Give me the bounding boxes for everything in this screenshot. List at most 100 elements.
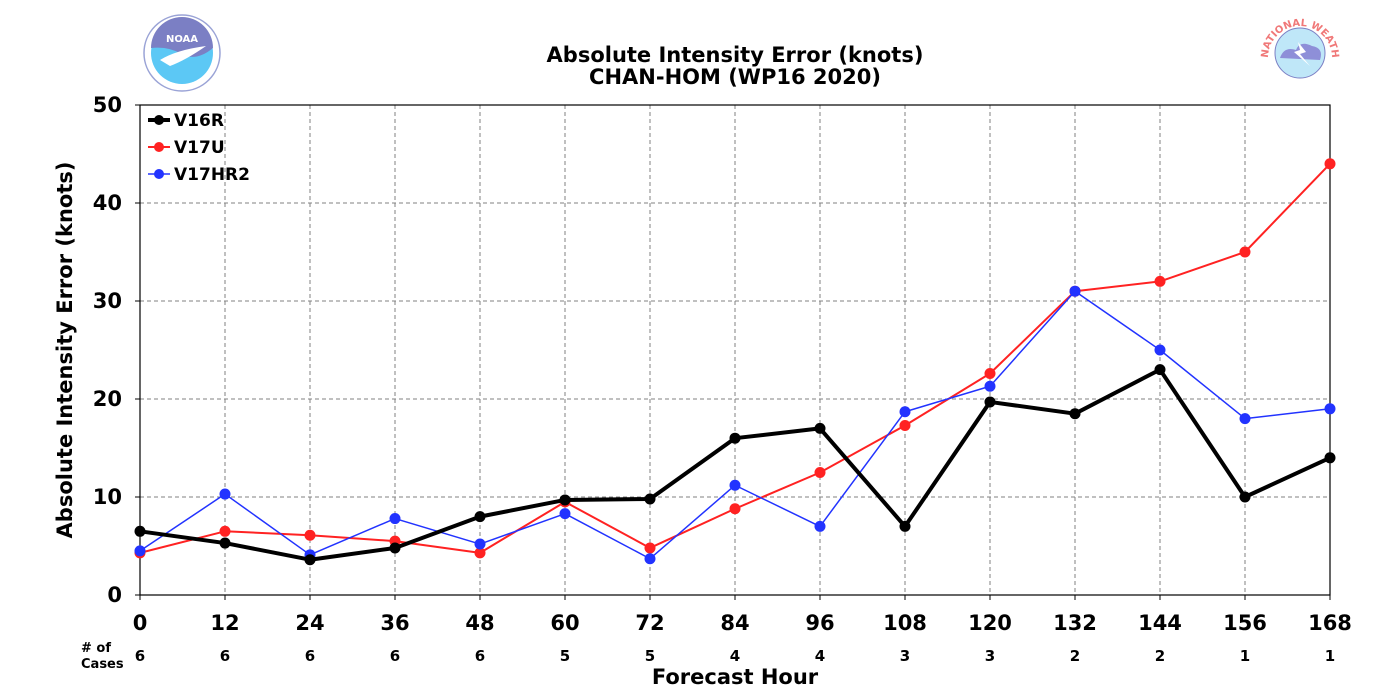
data-point xyxy=(984,380,996,392)
legend-label: V17U xyxy=(174,138,225,158)
data-point xyxy=(304,529,316,541)
case-count: 6 xyxy=(305,647,315,665)
grid xyxy=(140,105,1330,595)
x-tick-label: 84 xyxy=(720,611,749,635)
data-point xyxy=(899,419,911,431)
x-tick-label: 60 xyxy=(550,611,579,635)
data-point xyxy=(304,554,316,566)
x-tick-label: 144 xyxy=(1138,611,1182,635)
data-point xyxy=(559,494,571,506)
data-point xyxy=(729,503,741,515)
case-count: 5 xyxy=(560,647,570,665)
data-point xyxy=(1239,246,1251,258)
data-point xyxy=(1069,285,1081,297)
x-tick-label: 96 xyxy=(805,611,834,635)
x-tick-label: 24 xyxy=(295,611,324,635)
legend-item-v17hr2: V17HR2 xyxy=(148,165,250,185)
data-point xyxy=(1154,275,1166,287)
data-point xyxy=(474,538,486,550)
case-count: 5 xyxy=(645,647,655,665)
legend-marker xyxy=(154,169,164,179)
data-point xyxy=(1324,158,1336,170)
data-point xyxy=(814,467,826,478)
y-tick-label: 20 xyxy=(93,387,122,411)
data-point xyxy=(389,513,401,525)
data-point xyxy=(814,520,826,532)
data-point xyxy=(219,537,231,549)
y-axis: 0 10 20 30 40 50 xyxy=(93,93,140,607)
x-tick-label: 120 xyxy=(968,611,1012,635)
legend-label: V16R xyxy=(174,111,224,131)
data-point xyxy=(474,547,486,559)
data-point xyxy=(389,542,401,554)
data-point xyxy=(729,432,741,444)
x-tick-label: 0 xyxy=(133,611,148,635)
y-tick-label: 50 xyxy=(93,93,122,117)
case-count: 6 xyxy=(135,647,145,665)
series-layer xyxy=(134,158,1336,566)
y-axis-label: Absolute Intensity Error (knots) xyxy=(53,162,77,539)
data-point xyxy=(219,525,231,537)
y-tick-label: 30 xyxy=(93,289,122,313)
case-count: 6 xyxy=(220,647,230,665)
data-point xyxy=(1069,408,1081,420)
data-point xyxy=(134,525,146,537)
noaa-logo: NOAA xyxy=(143,14,221,92)
legend-marker xyxy=(154,115,164,125)
chart-title: Absolute Intensity Error (knots) xyxy=(547,43,924,67)
x-tick-label: 156 xyxy=(1223,611,1267,635)
data-point xyxy=(644,542,656,554)
case-count: 6 xyxy=(475,647,485,665)
data-point xyxy=(1239,413,1251,425)
data-point xyxy=(474,511,486,523)
case-count: 4 xyxy=(815,647,825,665)
data-point xyxy=(644,553,656,565)
data-point xyxy=(559,508,571,520)
case-count: 1 xyxy=(1325,647,1335,665)
cases-title-line2: Cases xyxy=(81,657,124,672)
data-point xyxy=(984,396,996,408)
x-tick-label: 72 xyxy=(635,611,664,635)
case-count: 3 xyxy=(985,647,995,665)
x-tick-label: 132 xyxy=(1053,611,1097,635)
legend-label: V17HR2 xyxy=(174,165,250,185)
data-point xyxy=(644,493,656,505)
data-point xyxy=(899,520,911,532)
data-point xyxy=(1324,452,1336,464)
legend-item-v17u: V17U xyxy=(148,138,225,158)
case-count: 2 xyxy=(1070,647,1080,665)
chart-subtitle: CHAN-HOM (WP16 2020) xyxy=(589,65,881,89)
x-axis: 0 12 24 36 48 60 72 84 96 108 120 132 144 156 168 xyxy=(133,595,1352,635)
data-point xyxy=(814,422,826,434)
case-count: 3 xyxy=(900,647,910,665)
x-tick-label: 48 xyxy=(465,611,494,635)
series-v16r xyxy=(134,364,1336,566)
y-tick-label: 40 xyxy=(93,191,122,215)
data-point xyxy=(219,488,231,500)
noaa-logo-text: NOAA xyxy=(166,34,198,45)
x-tick-label: 12 xyxy=(210,611,239,635)
x-tick-label: 168 xyxy=(1308,611,1352,635)
y-tick-label: 10 xyxy=(93,485,122,509)
data-point xyxy=(1154,344,1166,356)
cases-title-line1: # of xyxy=(81,641,111,656)
legend-marker xyxy=(154,142,164,152)
legend-item-v16r: V16R xyxy=(148,111,224,131)
data-point xyxy=(1154,364,1166,376)
x-axis-label: Forecast Hour xyxy=(652,665,819,689)
data-point xyxy=(729,479,741,491)
series-v17hr2 xyxy=(134,285,1336,565)
case-count: 2 xyxy=(1155,647,1165,665)
data-point xyxy=(1324,403,1336,415)
y-tick-label: 0 xyxy=(107,583,122,607)
data-point xyxy=(134,545,146,557)
case-count: 4 xyxy=(730,647,740,665)
legend: V16R V17U V17HR2 xyxy=(148,111,250,185)
data-point xyxy=(1239,491,1251,503)
data-point xyxy=(899,406,911,418)
case-count: 6 xyxy=(390,647,400,665)
cases-row: 6 6 6 6 6 5 5 4 4 3 3 2 2 1 1 xyxy=(135,647,1335,665)
case-count: 1 xyxy=(1240,647,1250,665)
x-tick-label: 108 xyxy=(883,611,927,635)
data-point xyxy=(984,368,996,380)
